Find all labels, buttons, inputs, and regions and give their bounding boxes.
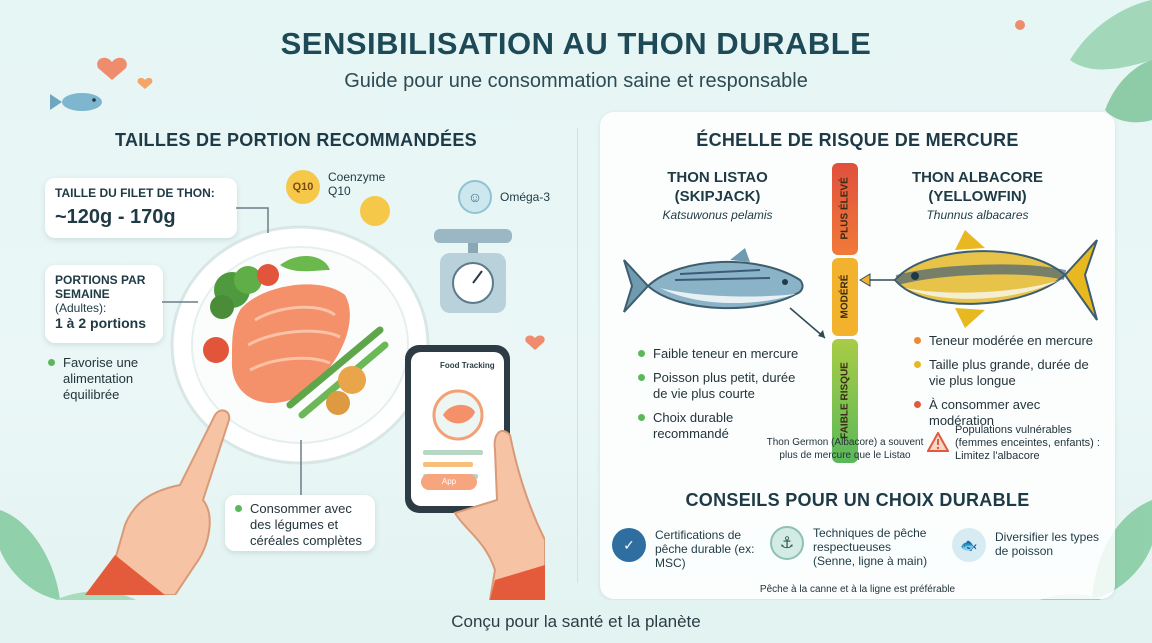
yellowfin-point-2: Taille plus grande, durée de vie plus lo… xyxy=(914,357,1104,389)
meter-high-segment xyxy=(832,163,858,255)
fish-variety-icon: 🐟 xyxy=(952,528,986,562)
red-dot-icon xyxy=(914,401,921,408)
green-dot-icon xyxy=(235,505,242,512)
green-dot-icon xyxy=(48,359,55,366)
fishing-rod-icon: ⚓ xyxy=(770,526,804,560)
skipjack-latin: Katsuwonus pelamis xyxy=(662,208,773,222)
portions-card: PORTIONS PAR SEMAINE (Adultes): 1 à 2 po… xyxy=(45,265,163,343)
skipjack-name: THON LISTAO (SKIPJACK) xyxy=(667,169,768,205)
msc-certification-icon: ✓ xyxy=(612,528,646,562)
fillet-size-label: TAILLE DU FILET DE THON: xyxy=(55,186,215,200)
yellowfin-latin: Thunnus albacares xyxy=(926,208,1029,222)
warning-icon xyxy=(927,432,949,452)
phone-app-title: Food Tracking xyxy=(440,361,495,370)
tip-techniques-sub: (Senne, ligne à main) xyxy=(813,554,928,568)
portions-leader-line xyxy=(162,301,198,303)
skipjack-point-1: Faible teneur en mercure xyxy=(638,346,808,362)
vegetables-card: Consommer avec des légumes et céréales c… xyxy=(225,495,375,551)
green-dot-icon xyxy=(638,414,645,421)
footer-text: Conçu pour la santé et la planète xyxy=(451,612,701,631)
mercury-meter: PLUS ÉLEVÉ MODÉRÉ FAIBLE RISQUE xyxy=(832,163,858,463)
tip-techniques-title: Techniques de pêche respectueuses xyxy=(813,526,927,554)
skipjack-point-3: Choix durable recommandé xyxy=(638,410,808,442)
skipjack-point-2: Poisson plus petit, durée de vie plus co… xyxy=(638,370,808,402)
meter-low-label: FAIBLE RISQUE xyxy=(839,362,851,439)
yellowfin-name: THON ALBACORE (YELLOWFIN) xyxy=(911,169,1044,205)
oil-drop-icon xyxy=(360,196,390,226)
column-divider xyxy=(577,128,578,583)
tips-note: Pêche à la canne et à la ligne est préfé… xyxy=(759,584,956,595)
portions-value: 1 à 2 portions xyxy=(55,315,147,331)
meter-high-label: PLUS ÉLEVÉ xyxy=(839,177,851,240)
pointing-hand-illustration xyxy=(85,409,231,595)
phone-app-button[interactable]: App xyxy=(421,474,477,490)
q10-icon: Q10 xyxy=(286,170,320,204)
omega-icon: ☺ xyxy=(458,180,492,214)
yellow-dot-icon xyxy=(914,361,921,368)
green-dot-icon xyxy=(638,374,645,381)
fillet-size-value: ~120g - 170g xyxy=(55,206,176,228)
skipjack-points: Faible teneur en mercure Poisson plus pe… xyxy=(638,346,808,442)
footer-bar xyxy=(0,600,1152,643)
bullet-balanced: Favorise une alimentation équilibrée xyxy=(48,355,178,403)
bullet-vegetables: Consommer avec des légumes et céréales c… xyxy=(235,501,365,549)
green-dot-icon xyxy=(638,350,645,357)
yellowfin-point-3: À consommer avec modération xyxy=(914,397,1104,429)
yellowfin-point-1: Teneur modérée en mercure xyxy=(914,333,1104,349)
tip-techniques: Techniques de pêche respectueuses (Senne… xyxy=(813,526,943,568)
meter-arrows xyxy=(789,273,895,339)
meter-moderate-segment xyxy=(832,258,858,336)
page-title: SENSIBILISATION AU THON DURABLE xyxy=(280,26,872,61)
portions-sub: (Adultes): xyxy=(55,301,107,315)
portion-heading: TAILLES DE PORTION RECOMMANDÉES xyxy=(115,130,477,150)
fillet-size-card: TAILLE DU FILET DE THON: ~120g - 170g xyxy=(45,178,237,238)
tip-diversify: Diversifier les types de poisson xyxy=(995,530,1100,558)
mercury-heading: ÉCHELLE DE RISQUE DE MERCURE xyxy=(696,130,1019,150)
yellowfin-fish-illustration xyxy=(893,230,1098,328)
yellowfin-points: Teneur modérée en mercure Taille plus gr… xyxy=(914,333,1104,429)
tip-certification: Certifications de pêche durable (ex: MSC… xyxy=(655,528,755,570)
orange-dot-icon xyxy=(914,337,921,344)
coenzyme-label: Coenzyme Q10 xyxy=(328,170,386,198)
skipjack-fish-illustration xyxy=(623,248,804,313)
salmon-plate-illustration xyxy=(170,225,430,465)
portions-label: PORTIONS PAR SEMAINE xyxy=(55,273,146,301)
phone-hand-illustration xyxy=(405,345,545,600)
kitchen-scale-icon xyxy=(434,229,512,313)
vegetables-leader-line xyxy=(300,440,302,498)
omega-label: Oméga-3 xyxy=(500,190,551,204)
meter-low-segment xyxy=(832,339,858,463)
page-subtitle: Guide pour une consommation saine et res… xyxy=(344,70,808,92)
vulnerable-warning: Populations vulnérables (femmes enceinte… xyxy=(955,424,1100,462)
tips-heading: CONSEILS POUR UN CHOIX DURABLE xyxy=(685,490,1030,510)
fillet-leader-line xyxy=(236,207,269,233)
albacore-note: Thon Germon (Albacore) a souvent plus de… xyxy=(766,437,924,461)
